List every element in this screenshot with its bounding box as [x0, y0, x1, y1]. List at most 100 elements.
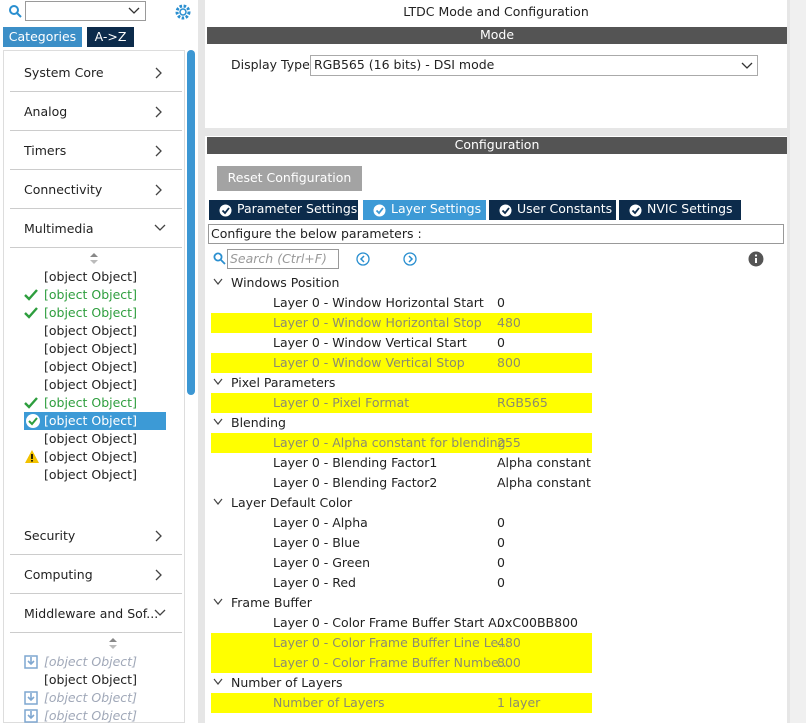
display-type-select[interactable]: RGB565 (16 bits) - DSI mode [310, 55, 758, 76]
peripheral[interactable]: [object Object] [44, 395, 137, 410]
highlight [211, 433, 592, 453]
group-caret [213, 418, 223, 425]
param-name: Layer 0 - Blending Factor1 [273, 455, 438, 470]
param-value[interactable]: 480 [497, 635, 521, 650]
peripheral[interactable]: [object Object] [44, 269, 137, 284]
group-name: Frame Buffer [231, 595, 312, 610]
peripheral[interactable]: [object Object] [44, 431, 137, 446]
param-value[interactable]: 800 [497, 355, 521, 370]
scroll-up [109, 638, 117, 649]
main-panel-config [205, 136, 787, 723]
config-tab[interactable]: User Constants [489, 200, 616, 220]
peripheral[interactable]: [object Object] [44, 672, 137, 687]
param-value[interactable]: 480 [497, 315, 521, 330]
peripheral[interactable]: [object Object] [44, 654, 137, 669]
category[interactable]: Computing [24, 567, 93, 582]
group-caret [213, 498, 223, 505]
prev-button[interactable] [356, 252, 370, 266]
category[interactable]: Timers [24, 143, 67, 158]
peripheral[interactable]: [object Object] [44, 341, 137, 356]
param-name: Layer 0 - Alpha [273, 515, 368, 530]
separator [10, 247, 182, 248]
peripheral[interactable]: [object Object] [44, 377, 137, 392]
highlight [211, 353, 592, 373]
category[interactable]: Connectivity [24, 182, 103, 197]
highlight [211, 653, 592, 673]
category[interactable]: Multimedia [24, 221, 94, 236]
peripheral[interactable]: [object Object] [44, 413, 137, 428]
highlight [211, 393, 592, 413]
param-name: Layer 0 - Blending Factor2 [273, 475, 438, 490]
param-name: Layer 0 - Window Horizontal Stop [273, 315, 482, 330]
category[interactable]: System Core [24, 65, 104, 80]
download-icon [24, 709, 38, 723]
chevron [155, 145, 162, 157]
reset-button[interactable]: Reset Configuration [217, 166, 362, 191]
mode-bar: Mode [207, 27, 787, 44]
config-tab[interactable]: NVIC Settings [619, 200, 741, 220]
display-type-label: Display Type [231, 57, 310, 72]
peripheral[interactable]: [object Object] [44, 305, 137, 320]
peripheral[interactable]: [object Object] [44, 467, 137, 482]
param-name: Layer 0 - Window Vertical Start [273, 335, 467, 350]
highlight [211, 633, 592, 653]
hint-box: Configure the below parameters : [208, 224, 784, 244]
param-value[interactable]: 0 [497, 515, 505, 530]
download-icon [24, 691, 38, 705]
group-name: Number of Layers [231, 675, 343, 690]
peripheral[interactable]: [object Object] [44, 449, 137, 464]
param-value[interactable]: 800 [497, 655, 521, 670]
main-panel-top [205, 0, 787, 128]
chevron [155, 569, 162, 581]
next-button[interactable] [403, 252, 417, 266]
param-value[interactable]: 255 [497, 435, 521, 450]
search-box[interactable] [25, 1, 146, 21]
chevron [154, 609, 166, 616]
param-name: Layer 0 - Window Vertical Stop [273, 355, 465, 370]
settings-icon[interactable] [174, 3, 192, 21]
config-tab[interactable]: Layer Settings [363, 200, 486, 220]
main-scrollbar [790, 0, 806, 723]
param-name: Layer 0 - Color Frame Buffer Line Le... [273, 635, 511, 650]
category[interactable]: Security [24, 528, 76, 543]
param-value[interactable]: Alpha constant [497, 475, 591, 490]
chevron [155, 184, 162, 196]
config-tab[interactable]: Parameter Settings [209, 200, 358, 220]
category[interactable]: Middleware and Sof... [24, 606, 159, 621]
group-caret [213, 278, 223, 285]
group-caret [213, 378, 223, 385]
info-icon[interactable] [748, 251, 764, 267]
peripheral[interactable]: [object Object] [44, 323, 137, 338]
category[interactable]: Analog [24, 104, 68, 119]
param-search-icon [213, 252, 226, 265]
separator [10, 632, 182, 633]
param-value[interactable]: RGB565 [497, 395, 548, 410]
group-caret [213, 678, 223, 685]
group-name: Pixel Parameters [231, 375, 336, 390]
param-value[interactable]: 0 [497, 555, 505, 570]
check-icon [24, 289, 38, 301]
sidebar-tab[interactable]: A->Z [87, 27, 134, 47]
param-value[interactable]: 0xC00BB800 [497, 615, 578, 630]
chevron [155, 67, 162, 79]
check-icon [24, 397, 38, 409]
param-value[interactable]: Alpha constant [497, 455, 591, 470]
peripheral[interactable]: [object Object] [44, 708, 137, 723]
group-name: Layer Default Color [231, 495, 353, 510]
param-search[interactable]: Search (Ctrl+F) [227, 249, 339, 269]
peripheral[interactable]: [object Object] [44, 359, 137, 374]
check-icon [26, 414, 40, 428]
param-value[interactable]: 0 [497, 295, 505, 310]
param-value[interactable]: 1 layer [497, 695, 541, 710]
param-value[interactable]: 0 [497, 335, 505, 350]
param-name: Layer 0 - Green [273, 555, 371, 570]
sidebar-tab[interactable]: Categories [3, 27, 82, 47]
param-name: Layer 0 - Color Frame Buffer Numbe... [273, 655, 511, 670]
selection [24, 412, 166, 430]
param-value[interactable]: 0 [497, 575, 505, 590]
check-icon [24, 307, 38, 319]
peripheral[interactable]: [object Object] [44, 690, 137, 705]
peripheral[interactable]: [object Object] [44, 287, 137, 302]
param-value[interactable]: 0 [497, 535, 505, 550]
